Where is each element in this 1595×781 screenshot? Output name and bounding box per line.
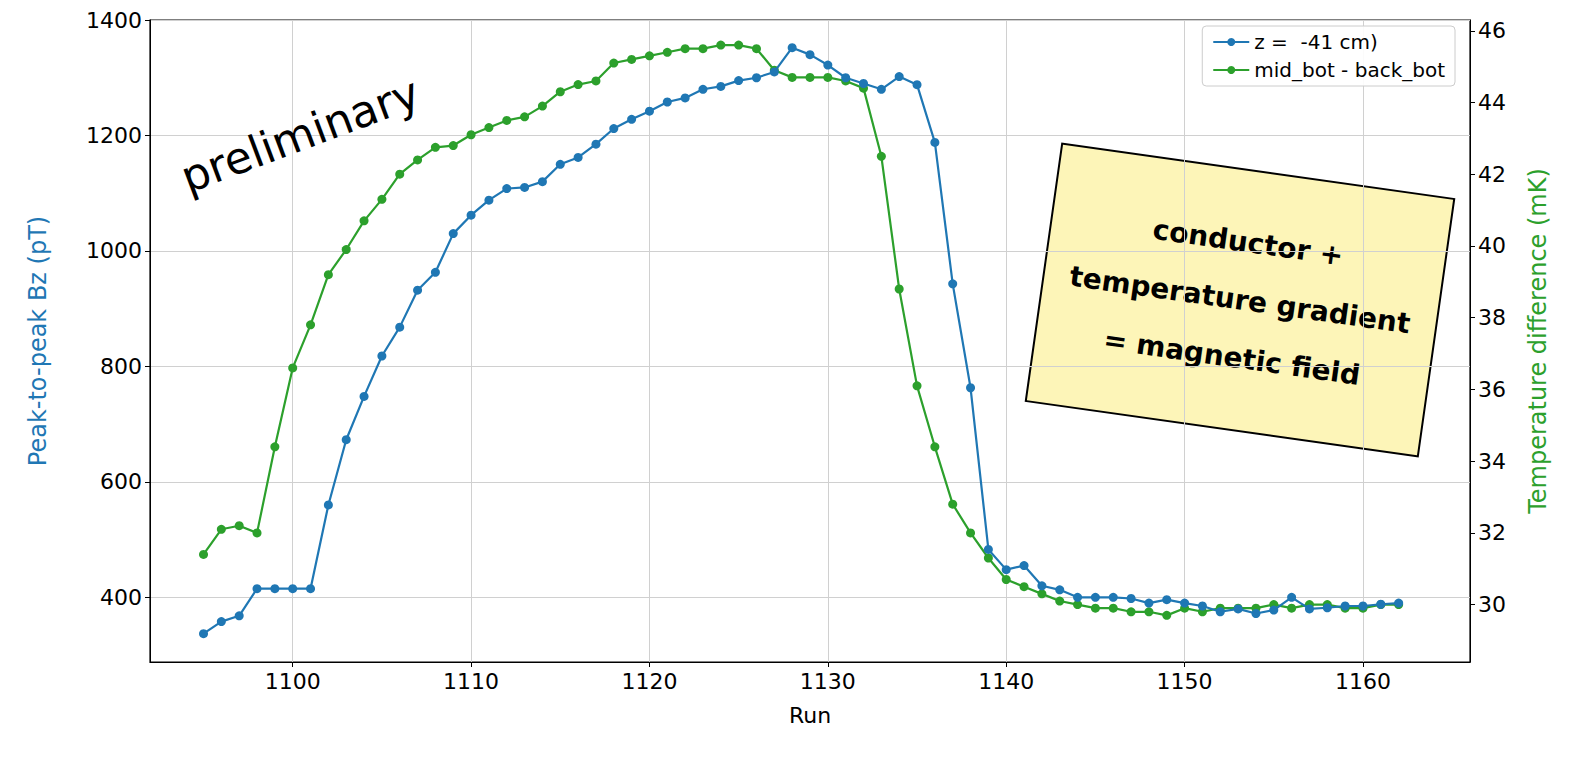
svg-text:34: 34 bbox=[1478, 449, 1506, 474]
svg-text:1160: 1160 bbox=[1335, 669, 1391, 694]
svg-text:400: 400 bbox=[100, 585, 142, 610]
svg-text:44: 44 bbox=[1478, 90, 1506, 115]
svg-text:Peak-to-peak Bz (pT): Peak-to-peak Bz (pT) bbox=[24, 216, 52, 466]
svg-text:preliminary: preliminary bbox=[174, 67, 427, 203]
svg-text:1140: 1140 bbox=[978, 669, 1034, 694]
svg-text:32: 32 bbox=[1478, 520, 1506, 545]
svg-text:1400: 1400 bbox=[86, 8, 142, 33]
svg-text:1200: 1200 bbox=[86, 123, 142, 148]
svg-text:800: 800 bbox=[100, 354, 142, 379]
svg-text:30: 30 bbox=[1478, 592, 1506, 617]
svg-text:temperature gradient: temperature gradient bbox=[1067, 259, 1413, 341]
svg-text:1110: 1110 bbox=[443, 669, 499, 694]
svg-text:42: 42 bbox=[1478, 162, 1506, 187]
svg-text:36: 36 bbox=[1478, 377, 1506, 402]
svg-text:mid_bot - back_bot: mid_bot - back_bot bbox=[1254, 58, 1445, 82]
svg-text:Run: Run bbox=[789, 703, 831, 728]
svg-text:1120: 1120 bbox=[621, 669, 677, 694]
svg-text:1150: 1150 bbox=[1157, 669, 1213, 694]
svg-text:600: 600 bbox=[100, 469, 142, 494]
svg-text:1000: 1000 bbox=[86, 238, 142, 263]
svg-text:38: 38 bbox=[1478, 305, 1506, 330]
svg-text:40: 40 bbox=[1478, 233, 1506, 258]
svg-text:conductor +: conductor + bbox=[1151, 213, 1346, 273]
svg-text:1100: 1100 bbox=[265, 669, 321, 694]
svg-text:= magnetic field: = magnetic field bbox=[1101, 323, 1362, 392]
svg-text:46: 46 bbox=[1478, 18, 1506, 43]
svg-text:Temperature difference (mK): Temperature difference (mK) bbox=[1524, 168, 1552, 515]
svg-text:1130: 1130 bbox=[800, 669, 856, 694]
svg-text:z = -41 cm): z = -41 cm) bbox=[1254, 30, 1378, 54]
